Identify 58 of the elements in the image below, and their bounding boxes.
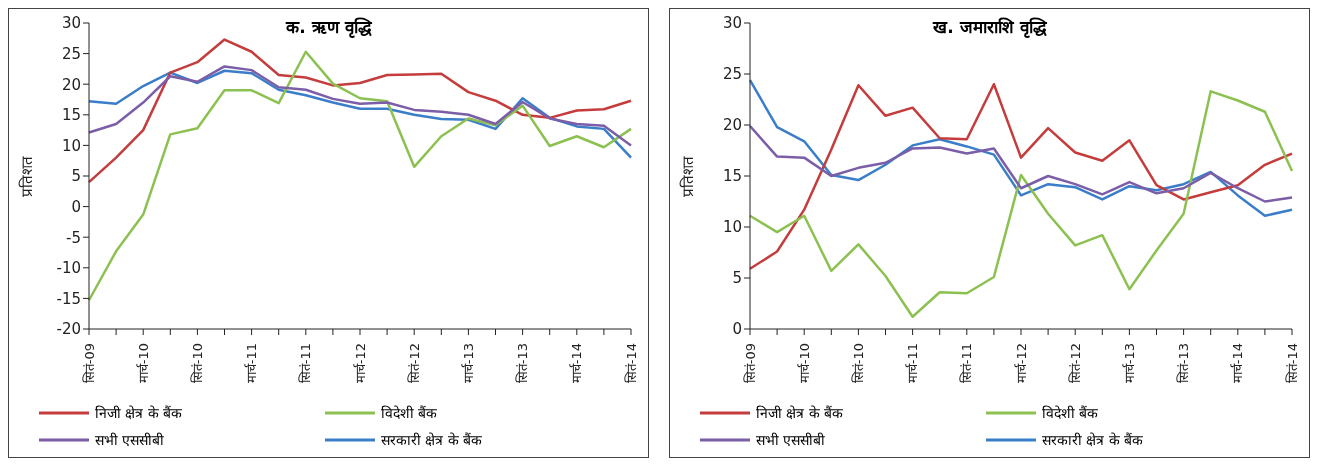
chart-title: ख. जमाराशि वृद्धि — [933, 17, 1047, 37]
y-tick-label: 30 — [722, 14, 742, 33]
y-tick-label: 15 — [722, 167, 742, 186]
legend-label: निजी क्षेत्र के बैंक — [95, 404, 183, 422]
x-tick-label: मार्च-12 — [352, 343, 368, 384]
x-tick-label: मार्च-13 — [460, 343, 476, 384]
y-axis-title: प्रतिशत — [18, 155, 37, 197]
x-tick-label: मार्च-11 — [244, 343, 260, 384]
y-tick-label: 0 — [732, 320, 742, 339]
legend-label: सरकारी क्षेत्र के बैंक — [1042, 431, 1144, 449]
y-tick-label: 20 — [61, 75, 81, 94]
x-tick-label: सितं-14 — [623, 343, 639, 384]
y-tick-label: 20 — [722, 116, 742, 135]
x-tick-label: सितं-13 — [1176, 343, 1192, 384]
y-tick-label: -20 — [56, 320, 81, 339]
legend-label: सभी एससीबी — [756, 431, 826, 449]
x-tick-label: सितं-12 — [1067, 343, 1083, 384]
legend-label: निजी क्षेत्र के बैंक — [756, 404, 844, 422]
y-tick-label: 5 — [71, 167, 81, 186]
y-tick-label: 10 — [61, 136, 81, 155]
x-tick-label: मार्च-14 — [1230, 343, 1246, 384]
legend-label: सभी एससीबी — [95, 431, 165, 449]
y-tick-label: 25 — [61, 44, 81, 63]
legend-label: सरकारी क्षेत्र के बैंक — [381, 431, 483, 449]
chart-title: क. ऋण वृद्धि — [286, 17, 372, 37]
x-tick-label: मार्च-12 — [1013, 343, 1029, 384]
y-tick-label: 30 — [61, 14, 81, 33]
x-tick-label: मार्च-14 — [569, 343, 585, 384]
x-tick-label: मार्च-13 — [1121, 343, 1137, 384]
legend-label: विदेशी बैंक — [1042, 404, 1099, 422]
line-series — [87, 38, 633, 184]
x-tick-label: सितं-10 — [189, 343, 205, 384]
x-tick-label: सितं-11 — [959, 343, 975, 384]
x-tick-label: सितं-12 — [406, 343, 422, 384]
legend-label: विदेशी बैंक — [381, 404, 438, 422]
x-tick-label: सितं-09 — [742, 343, 758, 384]
line-series — [748, 90, 1294, 319]
x-tick-label: सितं-14 — [1284, 343, 1300, 384]
y-tick-label: -5 — [66, 228, 81, 247]
y-tick-label: 10 — [722, 218, 742, 237]
line-series — [87, 50, 633, 302]
y-axis-title: प्रतिशत — [679, 155, 698, 197]
y-tick-label: -10 — [56, 259, 81, 278]
x-tick-label: सितं-09 — [81, 343, 97, 384]
y-tick-label: 15 — [61, 106, 81, 125]
x-tick-label: मार्च-10 — [135, 343, 151, 384]
y-tick-label: -15 — [56, 289, 81, 308]
line-series — [748, 124, 1294, 203]
y-tick-label: 5 — [732, 269, 742, 288]
x-tick-label: मार्च-10 — [796, 343, 812, 384]
x-tick-label: सितं-13 — [515, 343, 531, 384]
y-tick-label: 25 — [722, 65, 742, 84]
line-series — [87, 65, 633, 147]
x-tick-label: सितं-10 — [850, 343, 866, 384]
y-tick-label: 0 — [71, 197, 81, 216]
x-tick-label: मार्च-11 — [905, 343, 921, 384]
x-tick-label: सितं-11 — [298, 343, 314, 384]
line-series — [748, 82, 1294, 271]
